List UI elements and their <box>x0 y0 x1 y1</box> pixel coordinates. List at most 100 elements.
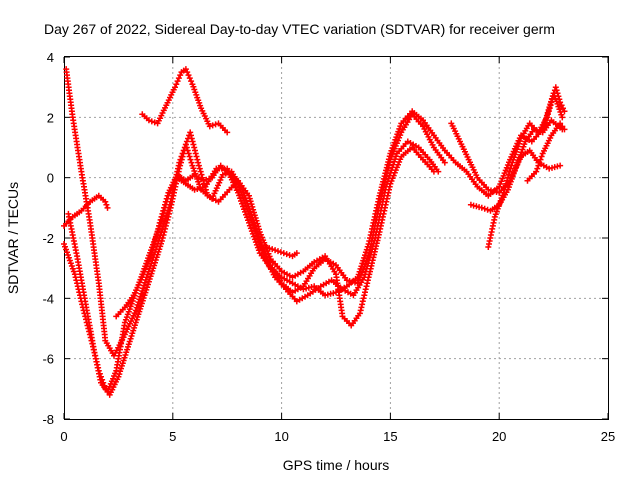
data-point <box>145 117 152 124</box>
data-point <box>150 244 157 251</box>
data-point <box>430 168 437 175</box>
data-point <box>151 119 158 126</box>
chart-title: Day 267 of 2022, Sidereal Day-to-day VTE… <box>44 21 555 37</box>
data-point <box>195 162 202 169</box>
x-tick-label: 20 <box>492 429 506 444</box>
data-point <box>478 204 485 211</box>
data-point <box>356 310 363 317</box>
data-point <box>246 192 252 199</box>
y-tick-label: -6 <box>42 352 54 367</box>
data-point <box>65 254 72 261</box>
data-point <box>138 290 145 297</box>
data-point <box>545 108 552 115</box>
data-point <box>181 147 188 154</box>
y-tick-label: 4 <box>47 50 54 65</box>
data-point <box>160 232 167 238</box>
data-point <box>127 335 134 342</box>
data-point <box>162 201 168 208</box>
data-point <box>188 135 195 142</box>
data-point <box>186 153 193 160</box>
data-point <box>441 159 448 166</box>
data-point <box>182 141 189 148</box>
data-point <box>63 246 69 253</box>
data-point <box>177 162 184 169</box>
data-point <box>162 222 169 229</box>
axis-ticks: 0 5 10 15 20 25 -8 -6 -4 -2 0 2 4 <box>42 50 615 444</box>
data-point <box>561 108 568 115</box>
data-point <box>163 195 170 202</box>
data-point <box>176 165 183 172</box>
data-point <box>559 114 566 121</box>
data-point <box>247 198 254 205</box>
data-point <box>148 118 155 125</box>
data-point <box>195 159 202 166</box>
data-point <box>250 233 257 240</box>
data-point <box>553 87 560 94</box>
data-point <box>385 156 392 163</box>
data-point <box>534 165 541 172</box>
data-point <box>361 264 368 270</box>
data-point <box>159 235 166 241</box>
data-point <box>280 250 287 257</box>
series-track-2 <box>61 129 437 398</box>
data-point <box>161 229 168 235</box>
series-track-10 <box>263 244 300 260</box>
data-point <box>361 254 368 261</box>
data-point <box>249 203 256 210</box>
data-point <box>133 316 140 323</box>
series-track-11 <box>524 120 568 184</box>
data-point <box>359 298 366 305</box>
data-point <box>132 307 139 314</box>
data-point <box>209 122 216 129</box>
data-point <box>255 223 262 230</box>
series-track-9 <box>485 84 568 250</box>
data-point <box>547 102 554 109</box>
data-point <box>275 248 281 255</box>
data-point <box>67 260 74 267</box>
data-point <box>243 202 249 209</box>
data-point <box>191 144 198 151</box>
data-point <box>238 188 244 195</box>
data-point <box>194 156 201 163</box>
data-point <box>178 156 185 163</box>
data-point <box>196 165 203 172</box>
data-point <box>188 132 194 139</box>
data-point <box>182 144 188 151</box>
data-point <box>356 268 363 275</box>
data-point <box>252 215 259 221</box>
data-point <box>272 247 279 254</box>
data-point <box>141 282 147 289</box>
data-point <box>396 125 403 132</box>
data-point <box>166 210 172 217</box>
x-axis-label: GPS time / hours <box>283 457 390 473</box>
data-point <box>190 141 197 148</box>
x-tick-label: 15 <box>383 429 397 444</box>
data-point <box>500 172 507 179</box>
data-point <box>140 285 147 292</box>
data-point <box>197 168 204 175</box>
data-point <box>152 238 158 244</box>
data-point <box>538 153 545 160</box>
data-point <box>121 354 128 361</box>
chart-grid <box>64 57 608 419</box>
data-point <box>192 150 199 157</box>
x-tick-label: 5 <box>169 429 176 444</box>
data-point <box>252 239 259 246</box>
data-point <box>248 201 255 208</box>
data-point <box>237 195 244 202</box>
data-point <box>173 81 180 88</box>
data-point <box>185 150 192 157</box>
data-point <box>251 227 258 234</box>
data-point <box>269 246 276 253</box>
y-axis-label: SDTVAR / TECUs <box>5 182 21 294</box>
data-point <box>163 219 170 226</box>
data-point <box>156 219 163 226</box>
data-point <box>212 121 219 128</box>
data-point <box>504 177 510 184</box>
data-point <box>186 75 193 82</box>
data-point <box>548 99 555 106</box>
data-point <box>254 220 261 227</box>
data-point <box>157 216 164 223</box>
data-point <box>500 189 507 196</box>
data-point <box>254 235 261 242</box>
